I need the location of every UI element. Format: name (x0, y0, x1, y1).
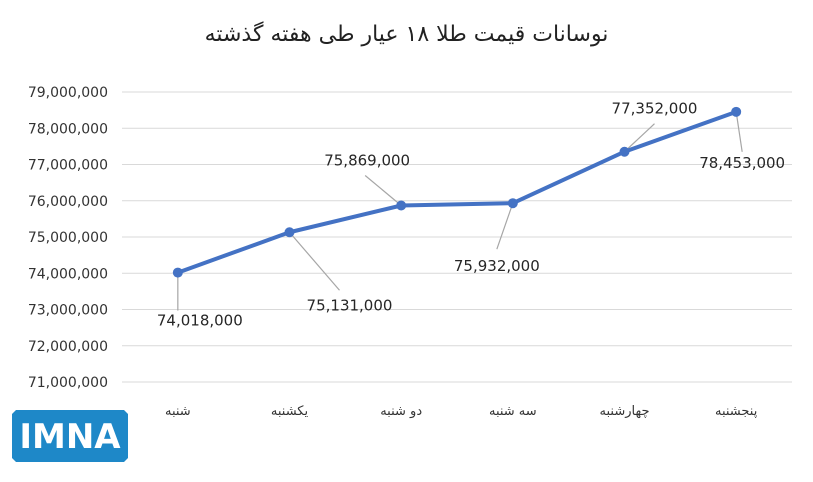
y-tick-label: 76,000,000 (28, 194, 108, 210)
leader-line (289, 231, 340, 291)
imna-logo: IMNA (12, 410, 128, 462)
grid-lines (122, 91, 792, 383)
label-leader-lines (177, 111, 743, 311)
data-label: 74,018,000 (157, 312, 243, 330)
data-label: 77,352,000 (612, 100, 698, 118)
x-tick-label: چهارشنبه (600, 404, 650, 419)
data-point (619, 146, 630, 157)
y-axis-ticks: 71,000,000 72,000,000 73,000,000 74,000,000… (28, 85, 108, 391)
y-tick-label: 77,000,000 (28, 158, 108, 174)
series-line-group (172, 106, 742, 278)
data-point (396, 200, 407, 211)
leader-line (735, 111, 743, 152)
data-label: 75,131,000 (307, 296, 393, 314)
y-tick-label: 74,000,000 (28, 266, 108, 282)
data-label: 78,453,000 (699, 154, 785, 172)
y-tick-label: 73,000,000 (28, 303, 108, 319)
x-tick-label: یکشنبه (271, 404, 309, 419)
chart-title: نوسانات قیمت طلا ۱۸ عیار طی هفته گذشته (204, 22, 609, 47)
x-tick-label: پنجشنبه (715, 404, 758, 419)
data-labels: 74,018,000 75,131,000 75,869,000 75,932,000… (157, 100, 785, 330)
data-label: 75,869,000 (324, 151, 410, 169)
data-point (284, 227, 295, 238)
y-tick-label: 71,000,000 (28, 375, 108, 391)
leader-line (624, 123, 655, 153)
x-tick-label: شنبه (165, 404, 191, 419)
y-tick-label: 78,000,000 (28, 121, 108, 137)
y-tick-label: 75,000,000 (28, 230, 108, 246)
y-tick-label: 79,000,000 (28, 85, 108, 101)
leader-line (364, 175, 402, 206)
leader-line (496, 203, 514, 250)
logo-text: IMNA (19, 417, 121, 457)
data-point (731, 106, 742, 117)
data-label: 75,932,000 (454, 257, 540, 275)
y-tick-label: 72,000,000 (28, 339, 108, 355)
x-tick-label: دو شنبه (380, 404, 422, 419)
x-tick-label: سه شنبه (489, 404, 537, 419)
data-point (172, 267, 183, 278)
series-line (175, 109, 739, 275)
x-axis-ticks: شنبه یکشنبه دو شنبه سه شنبه چهارشنبه پنجشنبه (165, 404, 758, 419)
data-point (507, 198, 518, 209)
